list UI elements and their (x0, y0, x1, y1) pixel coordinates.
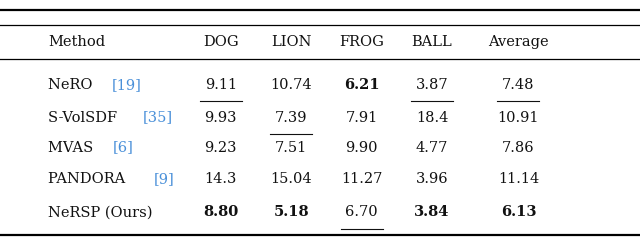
Text: LION: LION (271, 35, 312, 49)
Text: 10.91: 10.91 (498, 111, 539, 125)
Text: PANDORA: PANDORA (48, 172, 130, 186)
Text: Average: Average (488, 35, 548, 49)
Text: FROG: FROG (339, 35, 384, 49)
Text: 7.51: 7.51 (275, 141, 307, 155)
Text: 18.4: 18.4 (416, 111, 448, 125)
Text: NeRO: NeRO (48, 78, 97, 92)
Text: [9]: [9] (154, 172, 174, 186)
Text: 4.77: 4.77 (416, 141, 448, 155)
Text: 9.93: 9.93 (205, 111, 237, 125)
Text: 5.18: 5.18 (273, 205, 309, 219)
Text: [6]: [6] (113, 141, 133, 155)
Text: 7.91: 7.91 (346, 111, 378, 125)
Text: 6.21: 6.21 (344, 78, 380, 92)
Text: 3.87: 3.87 (416, 78, 448, 92)
Text: 9.23: 9.23 (205, 141, 237, 155)
Text: 15.04: 15.04 (270, 172, 312, 186)
Text: 9.11: 9.11 (205, 78, 237, 92)
Text: 7.48: 7.48 (502, 78, 534, 92)
Text: 10.74: 10.74 (270, 78, 312, 92)
Text: 11.27: 11.27 (341, 172, 382, 186)
Text: NeRSP (Ours): NeRSP (Ours) (48, 205, 152, 219)
Text: 3.96: 3.96 (416, 172, 448, 186)
Text: 9.90: 9.90 (346, 141, 378, 155)
Text: 6.70: 6.70 (346, 205, 378, 219)
Text: 3.84: 3.84 (414, 205, 450, 219)
Text: 11.14: 11.14 (498, 172, 539, 186)
Text: DOG: DOG (203, 35, 239, 49)
Text: 14.3: 14.3 (205, 172, 237, 186)
Text: 6.13: 6.13 (500, 205, 536, 219)
Text: BALL: BALL (412, 35, 452, 49)
Text: [19]: [19] (111, 78, 141, 92)
Text: 8.80: 8.80 (203, 205, 239, 219)
Text: 7.86: 7.86 (502, 141, 534, 155)
Text: MVAS: MVAS (48, 141, 98, 155)
Text: [35]: [35] (143, 111, 173, 125)
Text: 7.39: 7.39 (275, 111, 307, 125)
Text: Method: Method (48, 35, 105, 49)
Text: S-VolSDF: S-VolSDF (48, 111, 122, 125)
